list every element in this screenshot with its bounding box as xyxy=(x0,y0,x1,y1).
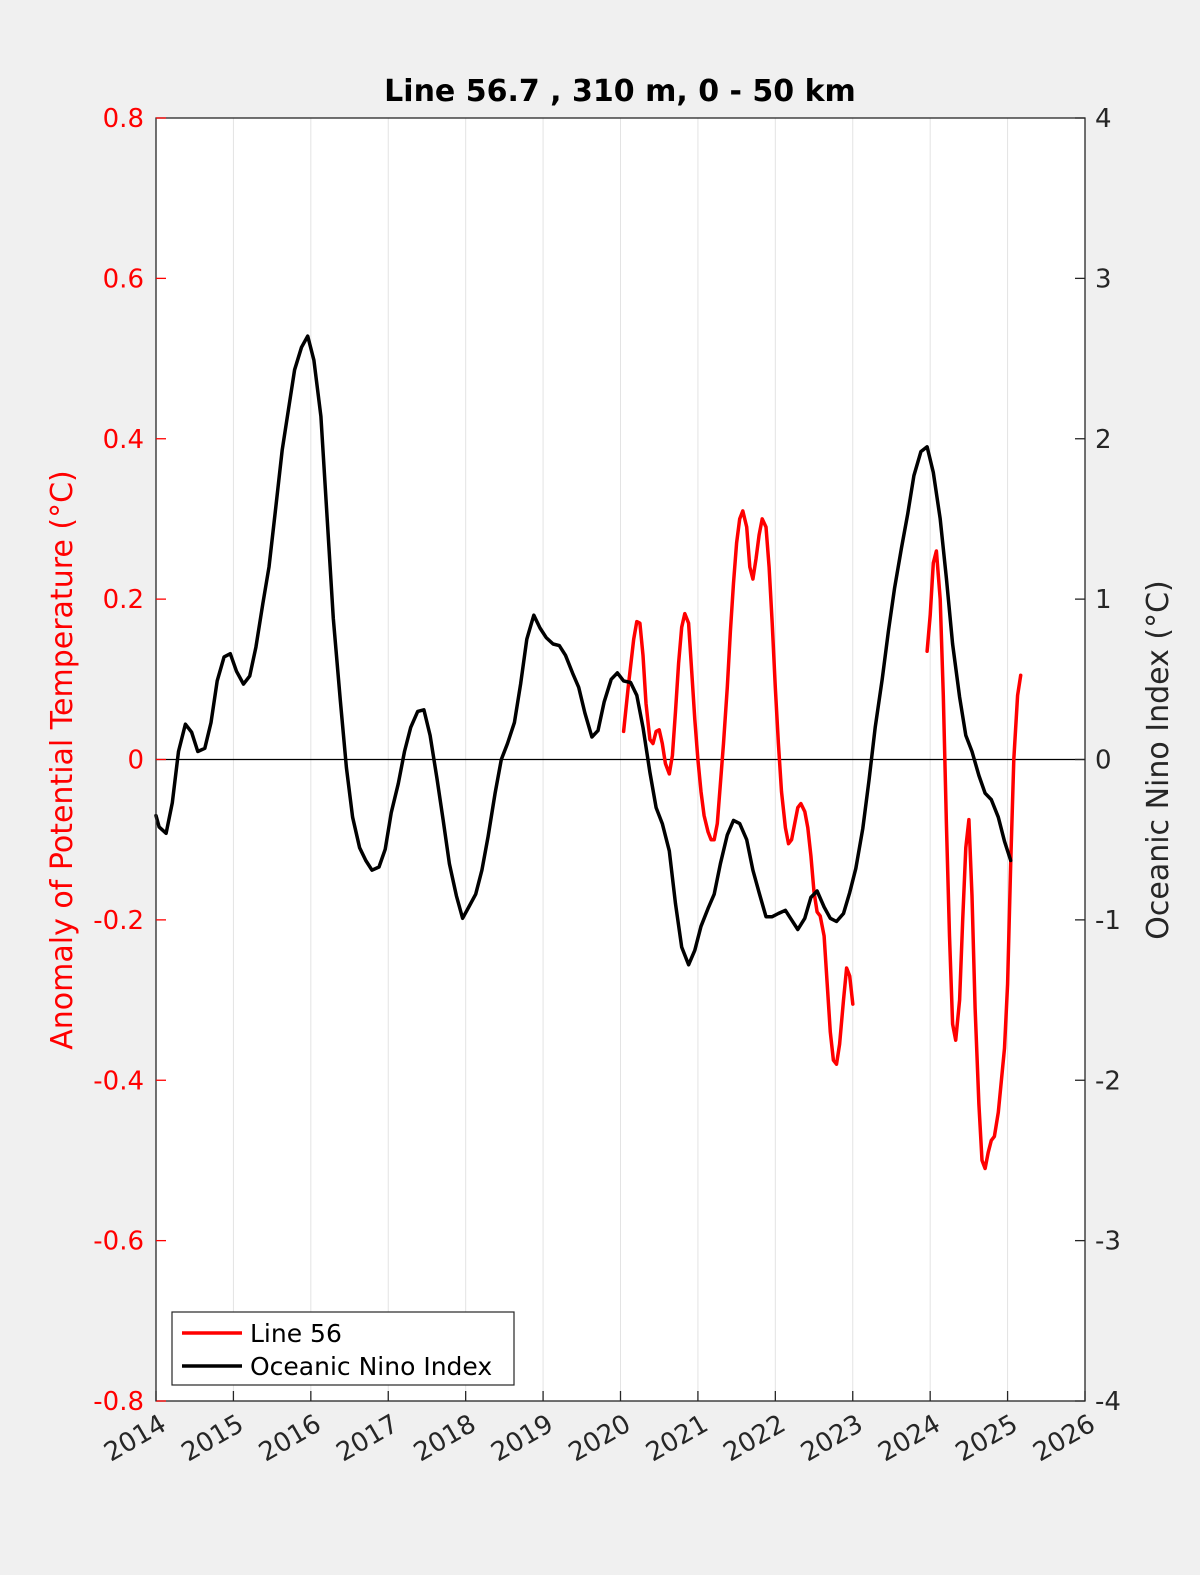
series-layer xyxy=(154,334,1023,1171)
x-tick-label: 2021 xyxy=(641,1409,713,1468)
x-tick-label: 2018 xyxy=(409,1409,481,1468)
x-tick-label: 2024 xyxy=(873,1409,945,1468)
series-line-56 xyxy=(621,509,855,1066)
left-tick-label: 0.8 xyxy=(103,104,144,134)
right-axis-label: Oceanic Nino Index (°C) xyxy=(1141,580,1176,940)
right-tick-label: 2 xyxy=(1095,425,1112,455)
x-tick-label: 2016 xyxy=(254,1409,326,1468)
right-tick-label: 4 xyxy=(1095,104,1112,134)
left-tick-label: 0 xyxy=(127,746,144,776)
right-tick-label: -4 xyxy=(1095,1387,1121,1417)
x-tick-label: 2019 xyxy=(486,1409,558,1468)
left-axis-label: Anomaly of Potential Temperature (°C) xyxy=(45,470,80,1049)
right-tick-label: -2 xyxy=(1095,1066,1121,1096)
x-tick-label: 2022 xyxy=(719,1409,791,1468)
left-tick-label: -0.2 xyxy=(93,906,144,936)
legend-label-oni: Oceanic Nino Index xyxy=(250,1352,492,1381)
right-tick-label: -1 xyxy=(1095,906,1121,936)
left-y-axis: -0.8 -0.6 -0.4 -0.2 0 0.2 0.4 0.6 0.8 xyxy=(93,104,166,1417)
left-tick-label: -0.6 xyxy=(93,1227,144,1257)
x-tick-label: 2026 xyxy=(1028,1409,1100,1468)
series-oceanic-nino-index xyxy=(154,334,1013,967)
right-y-axis: -4 -3 -2 -1 0 1 2 3 4 xyxy=(1075,104,1121,1417)
legend: Line 56 Oceanic Nino Index xyxy=(171,1311,515,1386)
left-tick-label: -0.8 xyxy=(93,1387,144,1417)
left-tick-label: -0.4 xyxy=(93,1066,144,1096)
legend-box xyxy=(171,1311,515,1386)
chart-title: Line 56.7 , 310 m, 0 - 50 km xyxy=(384,74,856,109)
left-tick-label: 0.6 xyxy=(103,264,144,294)
x-tick-label: 2015 xyxy=(177,1409,249,1468)
left-tick-label: 0.2 xyxy=(103,585,144,615)
right-tick-label: 1 xyxy=(1095,585,1112,615)
x-tick-label: 2020 xyxy=(564,1409,636,1468)
x-tick-label: 2025 xyxy=(951,1409,1023,1468)
x-tick-label: 2017 xyxy=(331,1409,403,1468)
legend-label-line-56: Line 56 xyxy=(250,1319,342,1348)
right-tick-label: 0 xyxy=(1095,746,1112,776)
right-tick-label: 3 xyxy=(1095,264,1112,294)
x-tick-label: 2014 xyxy=(99,1409,171,1468)
left-tick-label: 0.4 xyxy=(103,425,144,455)
right-tick-label: -3 xyxy=(1095,1227,1121,1257)
series-line-56 xyxy=(925,549,1023,1171)
x-tick-label: 2023 xyxy=(796,1409,868,1468)
x-axis: 2014 2015 2016 2017 2018 2019 2020 2021 2022 2023… xyxy=(99,1391,1101,1468)
